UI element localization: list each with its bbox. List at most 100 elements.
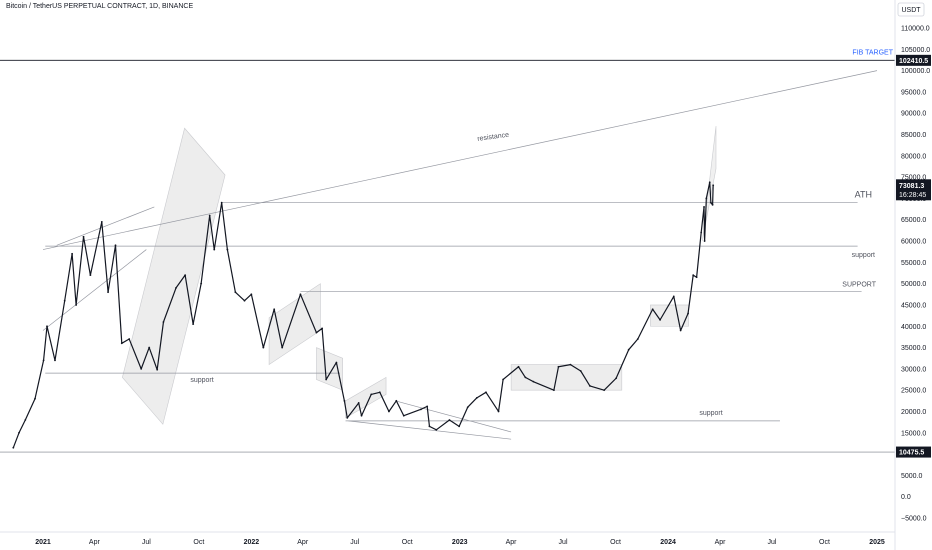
price-point-64 [557, 365, 560, 368]
y-tick-label-21: 100000.0 [901, 68, 930, 75]
price-point-42 [357, 402, 360, 404]
price-point-53 [448, 419, 451, 421]
x-tick-label-5: Apr [297, 539, 309, 546]
price-point-35 [299, 293, 302, 296]
y-tick-label-23: 110000.0 [901, 26, 930, 33]
price-point-69 [615, 377, 618, 380]
y-tick-label-22: 105000.0 [901, 47, 930, 54]
price-point-34 [281, 346, 284, 349]
price-point-38 [325, 378, 328, 381]
price-point-85 [711, 203, 714, 206]
price-badges: 102410.5 10475.5 73081.3 16:28:45 [896, 54, 931, 458]
price-point-46 [388, 410, 390, 413]
price-point-55 [466, 406, 469, 409]
price-point-0 [12, 446, 15, 449]
price-point-2 [24, 419, 27, 421]
price-point-12 [100, 220, 103, 223]
price-point-29 [234, 291, 237, 294]
drawing-lines [0, 59, 895, 453]
last-price-badge-bg [896, 179, 931, 201]
price-point-19 [156, 368, 159, 371]
price-point-5 [46, 325, 48, 328]
price-point-84 [709, 201, 712, 204]
price-point-77 [692, 274, 695, 277]
x-tick-label-0: 2021 [35, 539, 51, 546]
low-badge-bg [896, 446, 931, 458]
channel-5 [510, 364, 623, 391]
y-tick-label-19: 90000.0 [901, 111, 926, 118]
y-tick-label-7: 30000.0 [901, 366, 926, 373]
price-point-7 [63, 299, 66, 302]
y-tick-label-17: 80000.0 [901, 153, 926, 160]
price-point-68 [603, 389, 606, 392]
price-point-47 [395, 399, 398, 402]
price-point-17 [140, 367, 143, 370]
price-point-49 [420, 408, 422, 411]
y-tick-label-11: 50000.0 [901, 281, 926, 288]
price-point-52 [435, 428, 438, 431]
price-series [12, 181, 715, 449]
price-point-60 [517, 365, 520, 368]
price-point-76 [687, 312, 689, 315]
x-tick-label-11: Oct [610, 539, 621, 546]
y-tick-label-5: 20000.0 [901, 409, 926, 416]
price-point-44 [370, 393, 373, 396]
price-point-70 [627, 348, 630, 351]
ath-label: ATH [855, 190, 872, 200]
price-point-83 [708, 181, 711, 184]
price-point-36 [315, 331, 318, 334]
time-axis[interactable]: 2021 Apr Jul Oct 2022 Apr Jul Oct 2023 Apr Jul Oct 2… [0, 531, 895, 546]
price-point-82 [705, 197, 708, 200]
x-tick-label-6: Jul [350, 539, 359, 546]
price-point-21 [175, 287, 177, 289]
price-point-71 [636, 338, 639, 340]
y-tick-label-14: 65000.0 [901, 217, 926, 224]
x-tick-label-4: 2022 [244, 539, 260, 546]
price-axis[interactable]: USDT−5000.00.05000.010000.015000.020000.… [894, 0, 930, 550]
last-price-badge: 73081.3 [899, 183, 924, 190]
price-point-30 [243, 299, 246, 302]
chart-title: Bitcoin / TetherUS PERPETUAL CONTRACT, 1… [6, 3, 194, 10]
x-tick-label-13: Apr [715, 539, 727, 546]
x-tick-label-14: Jul [767, 539, 776, 546]
support-label-low: support [699, 410, 722, 417]
price-point-62 [532, 380, 535, 383]
x-tick-label-12: 2024 [660, 539, 676, 546]
price-point-58 [497, 410, 500, 413]
currency-box [897, 2, 925, 17]
y-tick-label-18: 85000.0 [901, 132, 926, 139]
price-point-86 [712, 184, 715, 187]
price-point-65 [569, 363, 572, 366]
x-tick-label-2: Jul [142, 539, 151, 546]
price-point-25 [208, 214, 211, 217]
y-tick-label-10: 45000.0 [901, 302, 926, 309]
price-point-51 [428, 425, 431, 428]
y-tick-label-20: 95000.0 [901, 89, 926, 96]
resistance-trendline [42, 70, 878, 250]
price-point-54 [458, 425, 461, 428]
price-point-59 [502, 378, 504, 381]
price-point-50 [426, 405, 429, 408]
price-point-23 [192, 323, 195, 326]
drawing-labels: FIB TARGET ATH support SUPPORT support suppor… [190, 49, 893, 417]
price-point-6 [54, 359, 56, 362]
price-point-80 [703, 206, 705, 208]
y-tick-label-13: 60000.0 [901, 239, 926, 246]
trendline-2022-b [395, 400, 512, 433]
price-point-63 [553, 389, 555, 392]
x-tick-label-3: Oct [193, 539, 204, 546]
y-tick-label-12: 55000.0 [901, 260, 926, 267]
x-tick-label-8: 2023 [452, 539, 468, 546]
price-point-74 [672, 295, 675, 298]
price-point-61 [524, 376, 527, 379]
y-tick-label-8: 35000.0 [901, 345, 926, 352]
price-point-67 [588, 385, 591, 387]
fib-target-label: FIB TARGET [852, 49, 893, 56]
price-point-18 [148, 346, 151, 349]
channel-6 [650, 304, 689, 327]
price-point-28 [226, 248, 229, 251]
price-point-78 [695, 276, 698, 279]
price-point-26 [213, 248, 216, 251]
price-point-11 [89, 274, 92, 277]
